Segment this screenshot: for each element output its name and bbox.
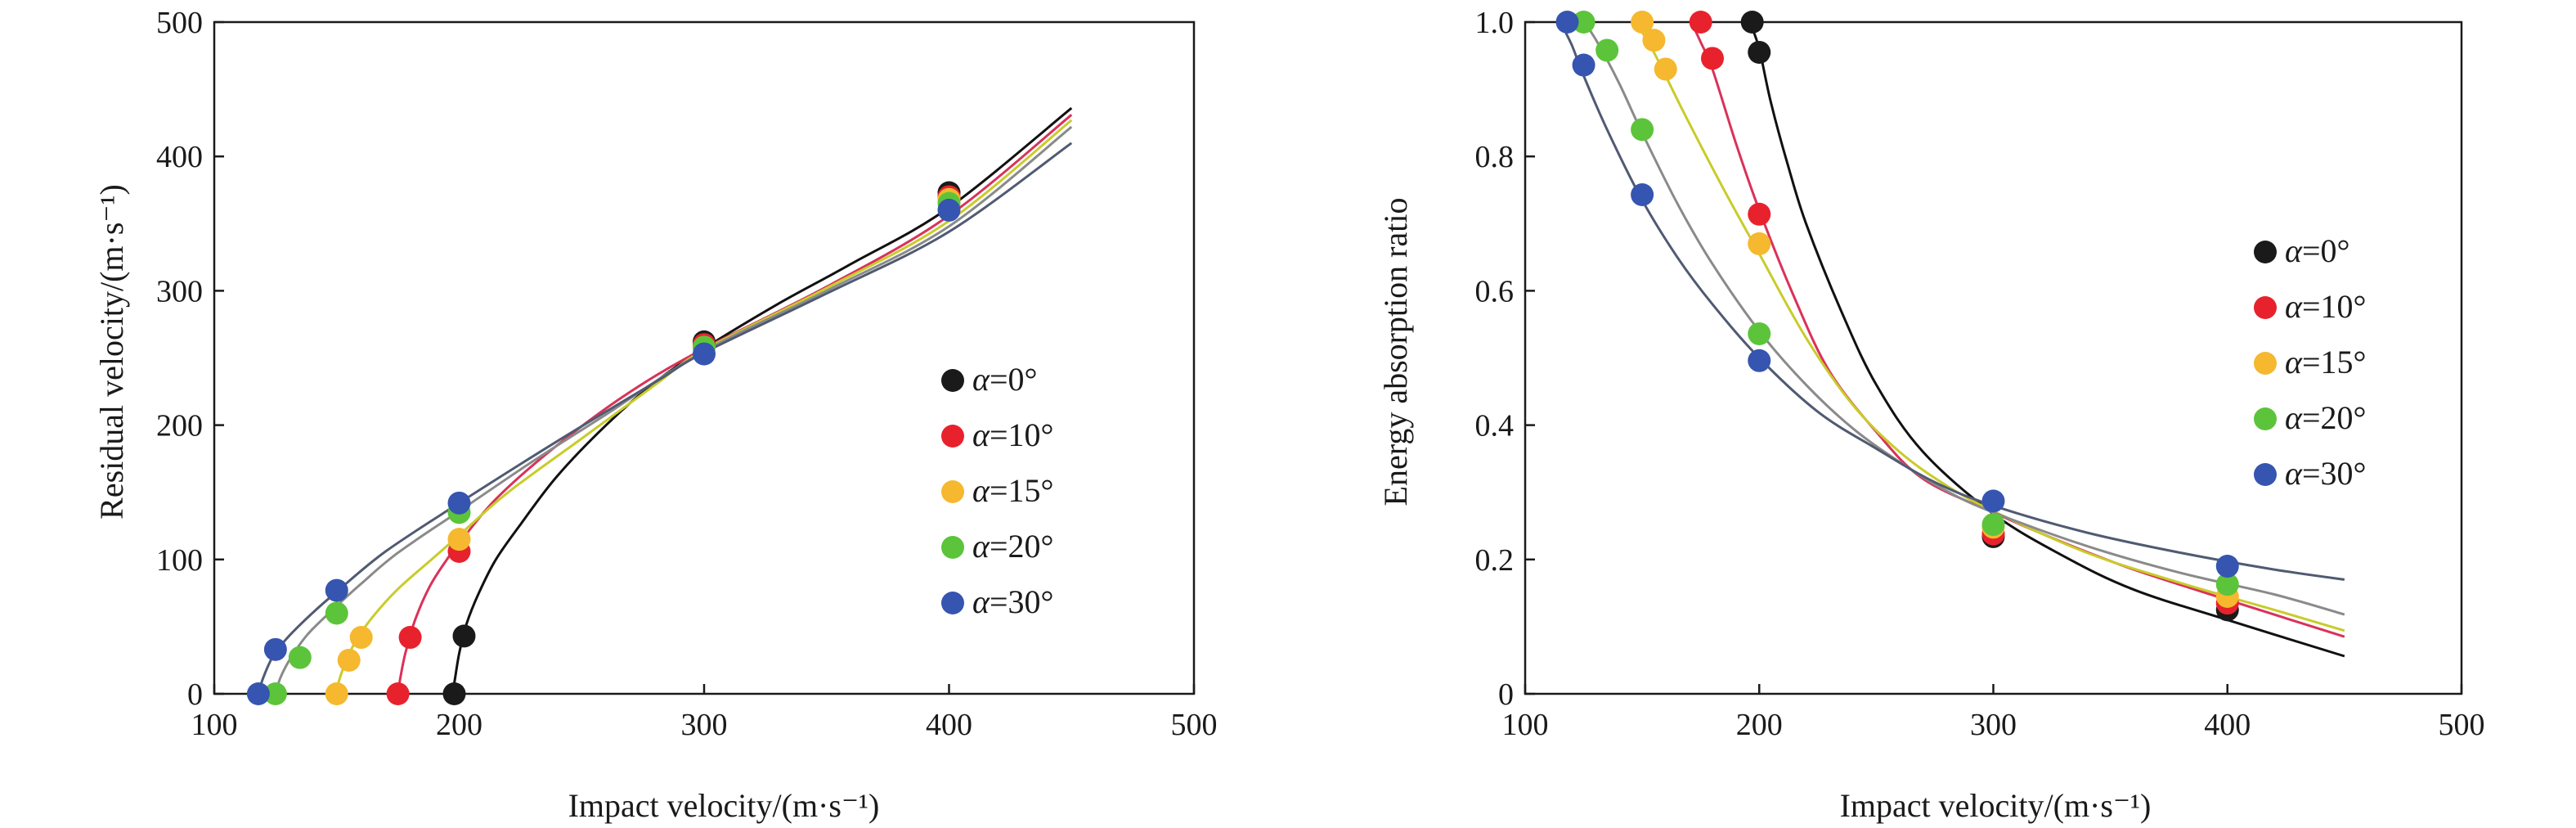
y-tick-label: 0.8 [1475,140,1515,174]
y-tick-label: 400 [156,140,203,174]
data-point [349,626,373,650]
data-point [1642,29,1666,52]
chart-0-ylabel: Residual velocity/(m·s⁻¹) [93,184,130,520]
x-tick-label: 500 [2439,708,2485,742]
legend-label: α=0° [2285,232,2350,269]
legend-label: α=30° [972,583,1054,620]
x-tick-label: 200 [436,708,482,742]
y-tick-label: 0 [1498,677,1514,712]
fit-curve-4 [1559,21,2345,581]
data-point [1740,11,1764,34]
data-point [447,491,471,515]
data-point [263,637,287,661]
data-point [325,578,348,602]
data-point [246,682,270,705]
data-point [937,198,961,222]
x-tick-label: 300 [1970,708,2017,742]
data-point [1555,11,1579,34]
data-point [1654,57,1677,81]
energy-absorption-chart: Energy absorption ratio Impact velocity/… [1377,6,2485,824]
chart-1-xlabel: Impact velocity/(m·s⁻¹) [1840,787,2152,824]
x-tick-label: 100 [191,708,238,742]
legend-label: α=15° [972,472,1054,509]
legend-marker [941,480,964,503]
data-point [1748,232,1771,255]
data-point [1748,40,1771,64]
y-tick-label: 500 [156,6,203,40]
data-point [1572,53,1595,77]
data-point [447,528,471,551]
data-point [1748,322,1771,345]
data-point [1689,11,1712,34]
y-tick-label: 0 [187,677,203,712]
legend-marker [2254,463,2277,486]
legend-label: α=15° [2285,344,2367,380]
data-point [1981,489,2005,513]
y-tick-label: 0.4 [1475,409,1515,443]
fit-curve-1 [1690,21,2345,638]
x-tick-label: 100 [1502,708,1549,742]
y-tick-label: 1.0 [1475,6,1515,40]
legend-label: α=30° [2285,455,2367,492]
data-point [1595,38,1619,62]
data-point [325,682,348,705]
data-point [1748,349,1771,372]
data-point [386,682,410,705]
data-point [337,648,361,672]
y-tick-label: 300 [156,274,203,308]
legend-marker [941,536,964,559]
legend-marker [941,369,964,392]
legend-marker [941,592,964,614]
data-point [452,624,476,648]
data-point [442,682,466,705]
data-point [2215,573,2239,596]
data-point [1631,182,1654,206]
fit-curve-3 [1582,21,2345,616]
y-tick-label: 100 [156,543,203,578]
legend-marker [2254,296,2277,319]
data-point [325,601,348,625]
legend-label: α=20° [2285,399,2367,436]
data-point [1631,118,1654,142]
chart-1-ylabel: Energy absorption ratio [1377,198,1414,506]
x-tick-label: 200 [1736,708,1783,742]
y-tick-label: 200 [156,409,203,443]
data-point [1631,11,1654,34]
data-point [1572,11,1595,34]
data-point [1748,202,1771,226]
fit-curve-3 [274,125,1073,694]
x-tick-label: 400 [2204,708,2251,742]
x-tick-label: 400 [926,708,972,742]
data-point [398,626,422,650]
legend-label: α=20° [972,528,1054,565]
fit-curve-1 [397,114,1073,694]
data-point [288,646,312,669]
x-tick-label: 300 [681,708,728,742]
legend-label: α=10° [2285,288,2367,325]
data-point [263,682,287,705]
legend-marker [2254,352,2277,375]
x-tick-label: 500 [1171,708,1218,742]
y-tick-label: 0.6 [1475,274,1515,308]
fit-curve-0 [1748,21,2345,658]
data-point [2215,555,2239,578]
legend-label: α=10° [972,416,1054,453]
legend-marker [2254,407,2277,430]
y-tick-label: 0.2 [1475,543,1515,578]
chart-0-xlabel: Impact velocity/(m·s⁻¹) [568,787,880,824]
legend-marker [941,425,964,448]
legend-label: α=0° [972,361,1038,398]
data-point [1981,513,2005,537]
legend-marker [2254,241,2277,263]
residual-velocity-chart: Residual velocity/(m·s⁻¹) Impact velocit… [93,6,1218,824]
data-point [693,342,716,366]
data-point [1701,47,1724,70]
